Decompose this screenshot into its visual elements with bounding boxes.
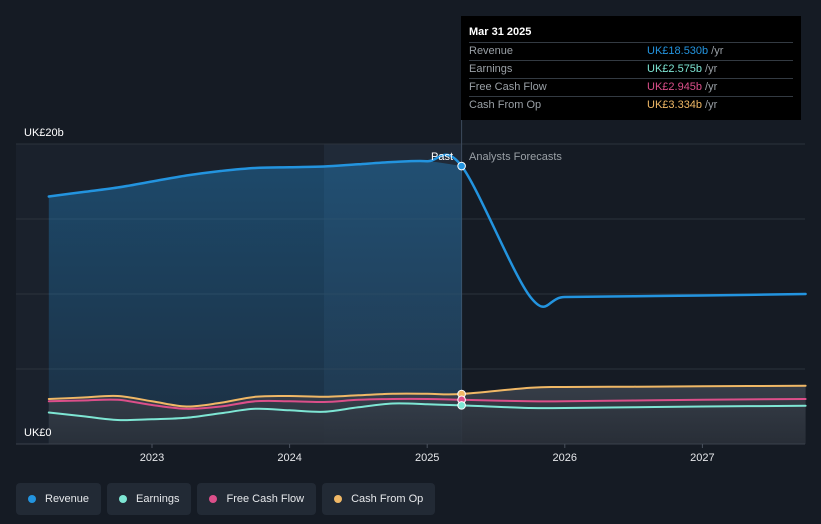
marker-earnings — [457, 401, 466, 410]
tooltip-unit: /yr — [705, 63, 718, 75]
forecast-label: Analysts Forecasts — [469, 151, 562, 163]
legend-label: Revenue — [45, 493, 90, 505]
legend-label: Earnings — [136, 493, 180, 505]
cash-from-op-dot-icon — [334, 495, 343, 503]
tooltip-unit: /yr — [705, 81, 718, 93]
tooltip-unit: /yr — [705, 99, 718, 111]
past-label: Past — [431, 151, 453, 163]
legend-item-earnings[interactable]: Earnings — [107, 483, 192, 515]
tooltip-unit: /yr — [711, 45, 724, 57]
tooltip-name: Revenue — [469, 45, 514, 57]
revenue-area — [48, 161, 462, 444]
x-tick-label: 2023 — [140, 452, 164, 464]
x-tick-label: 2026 — [553, 452, 577, 464]
tooltip-name: Earnings — [469, 63, 513, 75]
tooltip-value: UK£2.575b — [647, 63, 703, 75]
series-line-cash-from-op — [47, 384, 807, 408]
tooltip-row-free-cash-flow: Free Cash Flow UK£2.945b /yr — [469, 78, 793, 96]
earnings-dot-icon — [119, 495, 128, 503]
tooltip-row-cash-from-op: Cash From Op UK£3.334b /yr — [469, 96, 793, 114]
x-tick-label: 2024 — [277, 452, 301, 464]
tooltip-value: UK£3.334b — [647, 99, 703, 111]
tooltip-row-revenue: Revenue UK£18.530b /yr — [469, 42, 793, 60]
legend-item-cash-from-op[interactable]: Cash From Op — [322, 483, 436, 515]
legend-label: Free Cash Flow — [226, 493, 305, 505]
marker-revenue — [457, 161, 466, 171]
y-axis-top-label: UK£20b — [24, 127, 64, 139]
y-axis-bottom-label: UK£0 — [24, 427, 52, 439]
tooltip-row-earnings: Earnings UK£2.575b /yr — [469, 60, 793, 78]
tooltip-value: UK£18.530b — [647, 45, 709, 57]
free-cash-flow-dot-icon — [209, 495, 218, 503]
legend-item-revenue[interactable]: Revenue — [16, 483, 102, 515]
tooltip-name: Free Cash Flow — [469, 81, 547, 93]
series-line-free-cash-flow — [47, 397, 807, 410]
tooltip: Mar 31 2025 Revenue UK£18.530b /yr Earni… — [461, 16, 801, 120]
series-line-earnings — [47, 402, 807, 422]
tooltip-date: Mar 31 2025 — [469, 26, 532, 38]
legend: Revenue Earnings Free Cash Flow Cash Fro… — [16, 483, 436, 515]
x-tick-label: 2025 — [415, 452, 439, 464]
revenue-dot-icon — [28, 495, 36, 503]
legend-label: Cash From Op — [351, 493, 424, 505]
series-line-revenue — [47, 153, 807, 308]
legend-item-free-cash-flow[interactable]: Free Cash Flow — [197, 483, 317, 515]
tooltip-name: Cash From Op — [469, 99, 542, 111]
tooltip-value: UK£2.945b — [647, 81, 703, 93]
x-tick-label: 2027 — [690, 452, 714, 464]
